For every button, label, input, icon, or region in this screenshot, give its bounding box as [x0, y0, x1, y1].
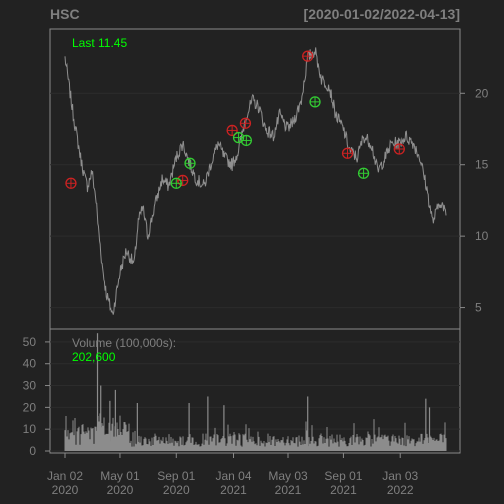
x-tick-label: Sep 01	[157, 469, 195, 483]
volume-y-tick-label: 40	[23, 357, 37, 371]
ticker-title: HSC	[50, 6, 80, 22]
volume-y-tick-label: 10	[23, 422, 37, 436]
volume-label: Volume (100,000s):	[72, 336, 176, 350]
x-tick-label: Jan 02	[47, 469, 83, 483]
volume-y-tick-labels: 0 10 20 30 40 50	[23, 335, 50, 458]
price-y-tick-label: 15	[475, 158, 489, 172]
x-tick-label: Sep 01	[324, 469, 362, 483]
volume-y-tick-label: 0	[29, 444, 36, 458]
volume-bars	[64, 333, 447, 451]
x-tick-label: Jan 03	[382, 469, 418, 483]
price-y-tick-label: 10	[475, 229, 489, 243]
sell-marker	[226, 124, 238, 137]
x-tick-label: May 01	[100, 469, 140, 483]
price-y-tick-labels: 5 10 15 20	[460, 86, 489, 315]
x-tick-year: 2020	[52, 483, 79, 497]
x-tick-label: Jan 04	[216, 469, 252, 483]
buy-marker	[184, 157, 196, 169]
sell-marker	[177, 174, 189, 187]
x-tick-year: 2020	[107, 483, 134, 497]
sell-marker	[341, 147, 354, 159]
volume-value: 202,600	[72, 350, 116, 364]
volume-y-tick-label: 30	[23, 379, 37, 393]
x-tick-year: 2022	[387, 483, 414, 497]
x-tick-label: May 03	[268, 469, 308, 483]
volume-panel	[49, 328, 461, 454]
date-range: [2020-01-02/2022-04-13]	[304, 6, 460, 22]
price-panel	[49, 28, 461, 330]
buy-marker	[240, 134, 252, 147]
volume-y-tick-label: 20	[23, 400, 37, 414]
sell-marker	[393, 143, 405, 155]
price-series	[64, 47, 447, 315]
price-y-tick-label: 5	[475, 301, 482, 315]
sell-marker	[239, 117, 252, 129]
buy-marker	[309, 96, 321, 108]
price-y-tick-label: 20	[475, 86, 489, 100]
price-gridlines	[50, 92, 460, 309]
x-tick-year: 2021	[330, 483, 357, 497]
x-tick-year: 2021	[220, 483, 247, 497]
x-tick-year: 2020	[163, 483, 190, 497]
trade-markers	[65, 50, 405, 189]
volume-y-tick-label: 50	[23, 335, 37, 349]
last-price-label: Last 11.45	[72, 36, 127, 50]
buy-marker	[170, 177, 182, 189]
sell-marker	[65, 177, 77, 189]
buy-marker	[357, 167, 370, 179]
price-line	[64, 47, 447, 315]
sell-marker	[302, 50, 314, 62]
x-tick-year: 2021	[275, 483, 302, 497]
